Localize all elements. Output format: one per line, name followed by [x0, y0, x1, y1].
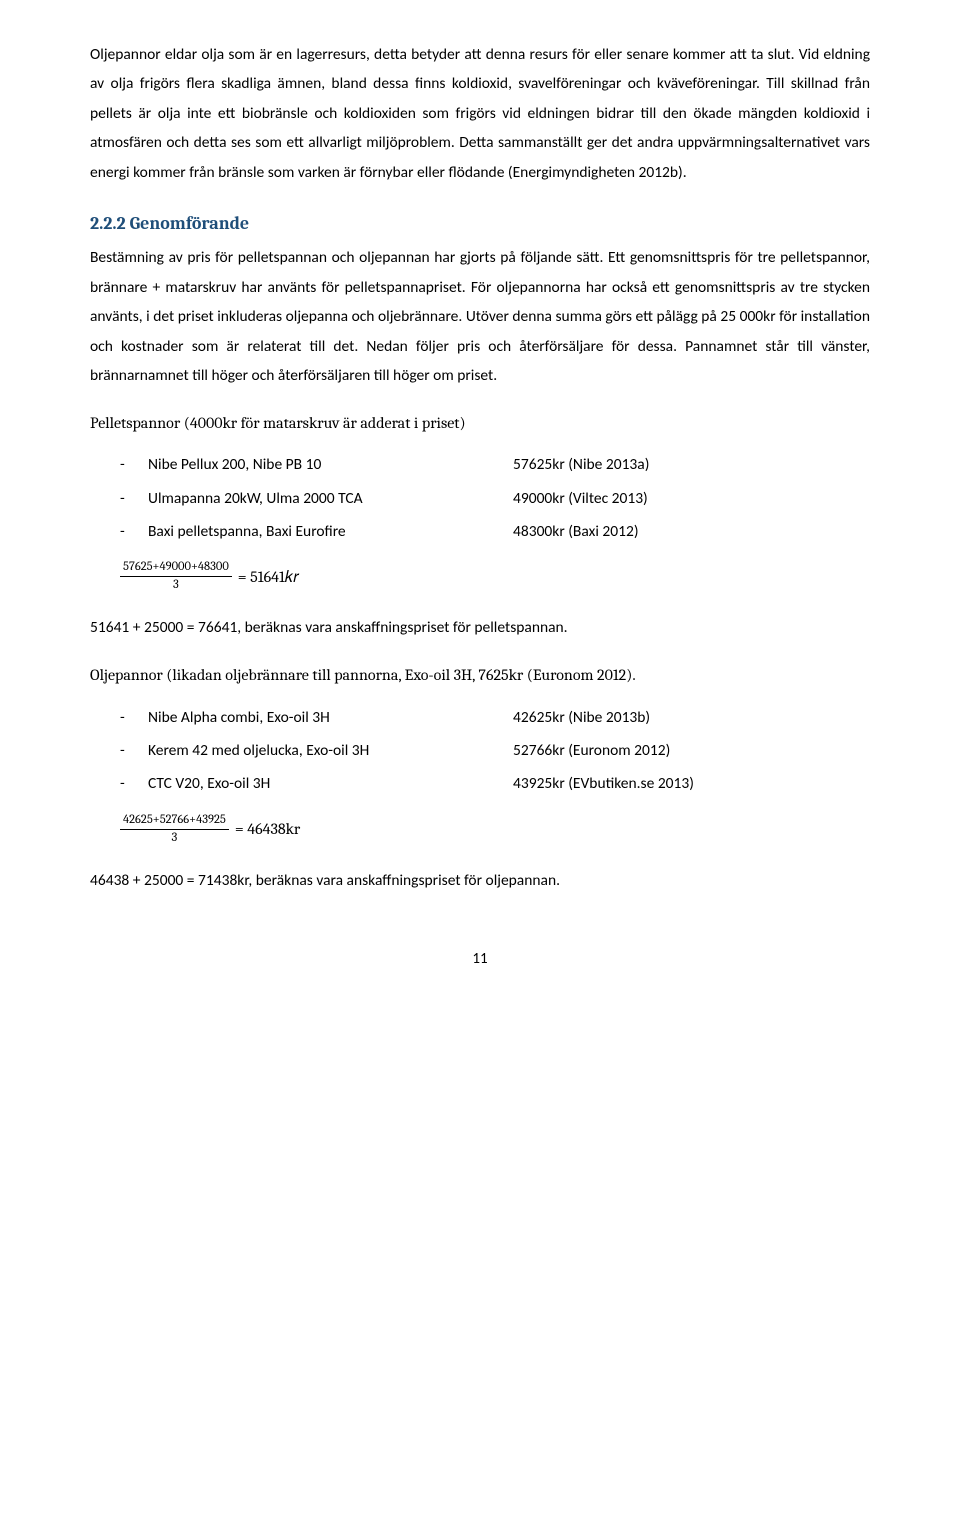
- page-number: 11: [90, 945, 870, 974]
- list-item: - Nibe Pellux 200, Nibe PB 10 57625kr (N…: [90, 450, 870, 479]
- item-name: Nibe Alpha combi, Exo-oil 3H: [148, 703, 513, 732]
- item-price: 48300kr (Baxi 2012): [513, 517, 870, 546]
- item-name: CTC V20, Exo-oil 3H: [148, 769, 513, 798]
- item-price: 52766kr (Euronom 2012): [513, 736, 870, 765]
- fraction-numerator: 42625+52766+43925: [120, 813, 229, 830]
- item-price: 43925kr (EVbutiken.se 2013): [513, 769, 870, 798]
- dash-icon: -: [120, 769, 148, 798]
- item-name: Ulmapanna 20kW, Ulma 2000 TCA: [148, 484, 513, 513]
- oil-conclusion: 46438 + 25000 = 71438kr, beräknas vara a…: [90, 866, 870, 895]
- dash-icon: -: [120, 703, 148, 732]
- item-name: Kerem 42 med oljelucka, Exo-oil 3H: [148, 736, 513, 765]
- formula-result: = 46438kr: [235, 814, 300, 844]
- list-item: - Nibe Alpha combi, Exo-oil 3H 42625kr (…: [90, 703, 870, 732]
- fraction: 57625+49000+48300 3: [120, 560, 232, 593]
- item-name: Baxi pelletspanna, Baxi Eurofire: [148, 517, 513, 546]
- list-item: - Ulmapanna 20kW, Ulma 2000 TCA 49000kr …: [90, 484, 870, 513]
- fraction-denominator: 3: [172, 830, 178, 846]
- pellets-formula: 57625+49000+48300 3 = 51641𝑘𝑟: [120, 560, 870, 593]
- dash-icon: -: [120, 484, 148, 513]
- item-price: 49000kr (Viltec 2013): [513, 484, 870, 513]
- section-heading: 2.2.2 Genomförande: [90, 207, 870, 241]
- item-price: 42625kr (Nibe 2013b): [513, 703, 870, 732]
- pellets-subheading: Pelletspannor (4000kr för matarskruv är …: [90, 411, 870, 437]
- fraction-denominator: 3: [173, 577, 179, 593]
- pellets-conclusion: 51641 + 25000 = 76641, beräknas vara ans…: [90, 613, 870, 642]
- dash-icon: -: [120, 736, 148, 765]
- oil-list: - Nibe Alpha combi, Exo-oil 3H 42625kr (…: [90, 703, 870, 799]
- list-item: - Baxi pelletspanna, Baxi Eurofire 48300…: [90, 517, 870, 546]
- dash-icon: -: [120, 517, 148, 546]
- fraction-numerator: 57625+49000+48300: [120, 560, 232, 577]
- method-paragraph: Bestämning av pris för pelletspannan och…: [90, 243, 870, 390]
- item-price: 57625kr (Nibe 2013a): [513, 450, 870, 479]
- fraction: 42625+52766+43925 3: [120, 813, 229, 846]
- pellets-list: - Nibe Pellux 200, Nibe PB 10 57625kr (N…: [90, 450, 870, 546]
- item-name: Nibe Pellux 200, Nibe PB 10: [148, 450, 513, 479]
- oil-subheading: Oljepannor (likadan oljebrännare till pa…: [90, 663, 870, 689]
- list-item: - Kerem 42 med oljelucka, Exo-oil 3H 527…: [90, 736, 870, 765]
- intro-paragraph: Oljepannor eldar olja som är en lagerres…: [90, 40, 870, 187]
- formula-result: = 51641𝑘𝑟: [238, 562, 299, 592]
- list-item: - CTC V20, Exo-oil 3H 43925kr (EVbutiken…: [90, 769, 870, 798]
- dash-icon: -: [120, 450, 148, 479]
- oil-formula: 42625+52766+43925 3 = 46438kr: [120, 813, 870, 846]
